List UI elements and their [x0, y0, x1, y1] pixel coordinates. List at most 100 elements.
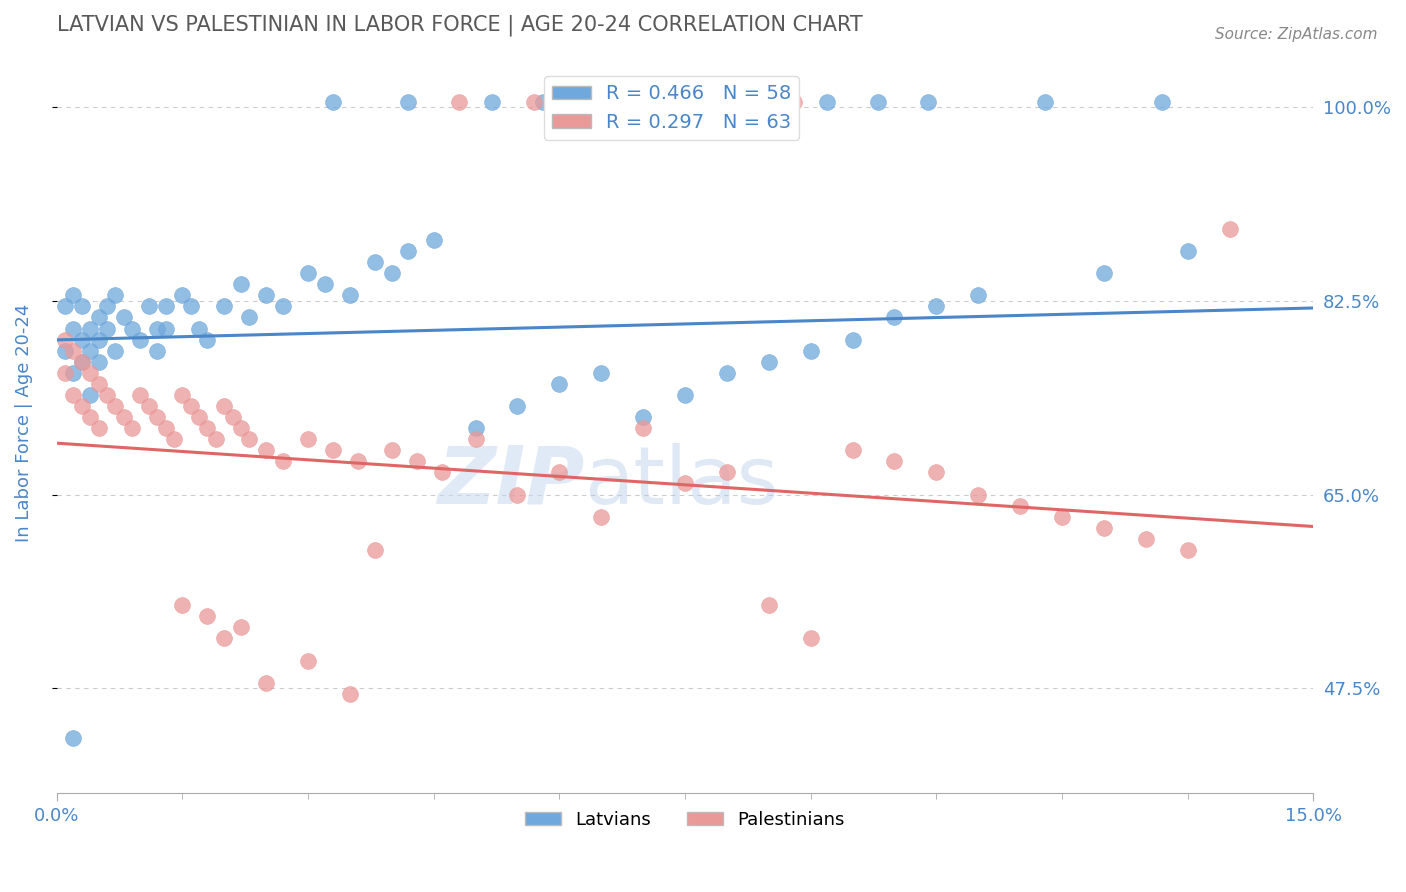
Point — [212, 399, 235, 413]
Point — [62, 343, 84, 358]
Point — [87, 421, 110, 435]
Point — [79, 343, 101, 358]
Point — [62, 321, 84, 335]
Point — [631, 410, 654, 425]
Point — [673, 476, 696, 491]
Point — [347, 454, 370, 468]
Point — [172, 288, 194, 302]
Point — [758, 355, 780, 369]
Point — [1135, 532, 1157, 546]
Point — [841, 443, 863, 458]
Point — [800, 632, 823, 646]
Point — [62, 388, 84, 402]
Point — [53, 333, 76, 347]
Point — [70, 399, 93, 413]
Point — [229, 277, 252, 292]
Point — [138, 299, 160, 313]
Point — [917, 95, 939, 109]
Point — [70, 355, 93, 369]
Point — [79, 366, 101, 380]
Point — [967, 487, 990, 501]
Point — [104, 288, 127, 302]
Point — [430, 466, 453, 480]
Point — [1152, 95, 1174, 109]
Text: atlas: atlas — [585, 443, 779, 521]
Point — [96, 388, 118, 402]
Point — [841, 333, 863, 347]
Point — [1218, 222, 1240, 236]
Point — [1177, 244, 1199, 258]
Point — [53, 299, 76, 313]
Point — [146, 343, 169, 358]
Point — [188, 321, 211, 335]
Point — [707, 95, 730, 109]
Point — [405, 454, 427, 468]
Point — [172, 388, 194, 402]
Point — [381, 266, 404, 280]
Point — [79, 388, 101, 402]
Point — [591, 366, 613, 380]
Point — [314, 277, 336, 292]
Point — [481, 95, 503, 109]
Point — [506, 487, 529, 501]
Point — [297, 266, 319, 280]
Point — [129, 333, 152, 347]
Point — [866, 95, 889, 109]
Point — [155, 299, 177, 313]
Point — [180, 299, 202, 313]
Point — [967, 288, 990, 302]
Point — [212, 632, 235, 646]
Point — [129, 388, 152, 402]
Point — [138, 399, 160, 413]
Point — [364, 542, 387, 557]
Point — [531, 95, 554, 109]
Point — [212, 299, 235, 313]
Point — [197, 421, 219, 435]
Point — [339, 687, 361, 701]
Point — [631, 421, 654, 435]
Point — [464, 432, 486, 446]
Point — [464, 421, 486, 435]
Point — [87, 310, 110, 325]
Point — [121, 421, 143, 435]
Point — [716, 366, 738, 380]
Point — [254, 675, 277, 690]
Point — [657, 95, 679, 109]
Point — [1033, 95, 1056, 109]
Point — [422, 233, 444, 247]
Point — [673, 388, 696, 402]
Point — [800, 343, 823, 358]
Point — [339, 288, 361, 302]
Point — [1050, 509, 1073, 524]
Point — [188, 410, 211, 425]
Point — [548, 466, 571, 480]
Point — [815, 95, 838, 109]
Point — [883, 454, 905, 468]
Point — [271, 454, 294, 468]
Point — [197, 609, 219, 624]
Point — [197, 333, 219, 347]
Point — [322, 443, 344, 458]
Point — [322, 95, 344, 109]
Point — [254, 443, 277, 458]
Point — [1092, 521, 1115, 535]
Point — [172, 598, 194, 612]
Point — [87, 355, 110, 369]
Point — [381, 443, 404, 458]
Point — [271, 299, 294, 313]
Point — [548, 376, 571, 391]
Point — [146, 410, 169, 425]
Point — [229, 620, 252, 634]
Point — [87, 333, 110, 347]
Point — [783, 95, 806, 109]
Point — [925, 299, 948, 313]
Point — [523, 95, 546, 109]
Point — [96, 299, 118, 313]
Legend: Latvians, Palestinians: Latvians, Palestinians — [517, 804, 852, 836]
Point — [238, 432, 260, 446]
Point — [204, 432, 226, 446]
Point — [1010, 499, 1032, 513]
Point — [221, 410, 243, 425]
Point — [238, 310, 260, 325]
Text: Source: ZipAtlas.com: Source: ZipAtlas.com — [1215, 27, 1378, 42]
